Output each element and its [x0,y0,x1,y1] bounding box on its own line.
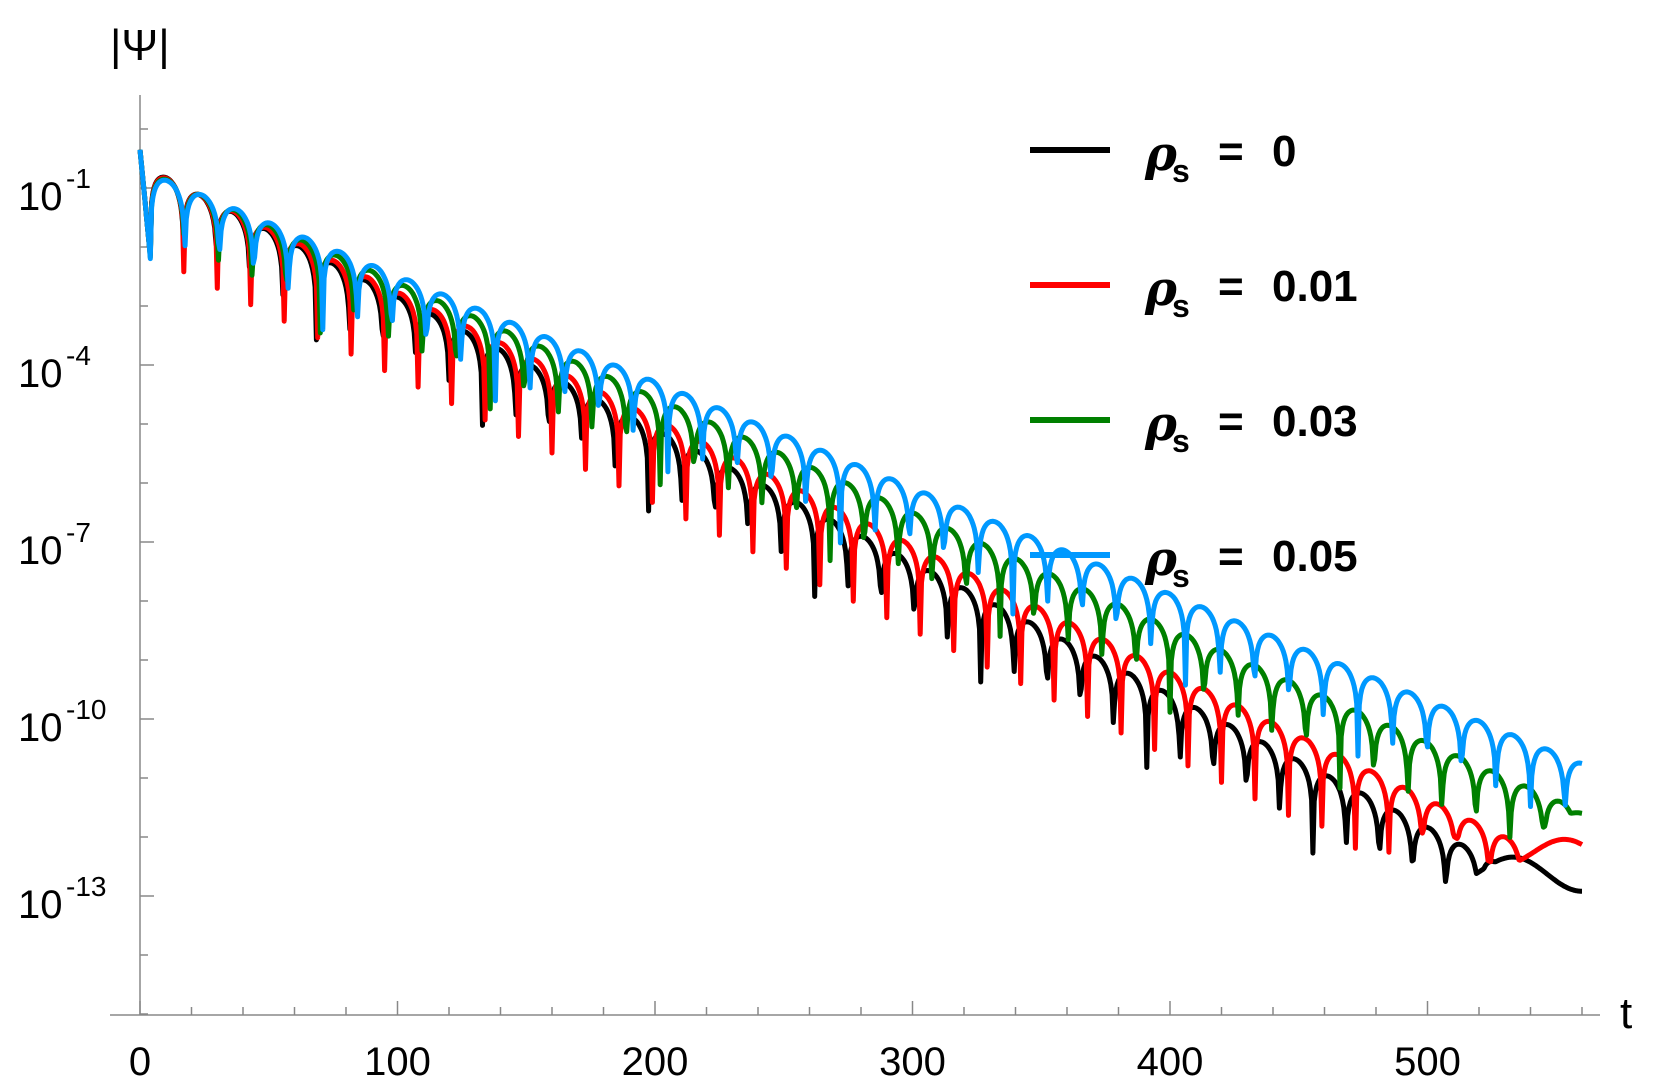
legend-separator: = [1218,127,1244,176]
y-tick-base: 10 [18,352,63,396]
legend-value: 0.03 [1272,397,1358,446]
y-tick-base: 10 [18,706,63,750]
legend-value: 0.05 [1272,532,1358,581]
x-tick-label: 100 [364,1040,431,1084]
x-tick-label: 300 [879,1040,946,1084]
y-tick-base: 10 [18,883,63,927]
x-tick-label: 400 [1137,1040,1204,1084]
y-tick-base: 10 [18,175,63,219]
x-tick-label: 0 [129,1040,151,1084]
y-tick-exponent: -1 [66,163,91,194]
legend-separator: = [1218,397,1244,446]
y-tick-base: 10 [18,529,63,573]
legend-symbol: ρ [1144,531,1178,587]
legend-separator: = [1218,262,1244,311]
legend-symbol: ρ [1144,126,1178,182]
y-tick-exponent: -4 [66,340,91,371]
series-line-3 [137,149,1584,809]
y-tick-label: 10 -7 [18,517,91,573]
legend-symbol: ρ [1144,396,1178,452]
y-tick-label: 10 -1 [18,163,91,219]
x-axis-title: t [1620,989,1632,1038]
series-line-2 [137,149,1584,840]
y-tick-exponent: -10 [66,694,106,725]
y-axis-title: |Ψ| [110,21,170,70]
legend-value: 0.01 [1272,262,1358,311]
legend-symbol: ρ [1144,261,1178,317]
y-tick-label: 10 -4 [18,340,91,396]
y-tick-label: 10 -13 [18,871,106,927]
y-tick-exponent: -13 [66,871,106,902]
x-tick-label: 500 [1394,1040,1461,1084]
legend-subscript: s [1172,423,1190,459]
legend-separator: = [1218,532,1244,581]
legend-subscript: s [1172,558,1190,594]
y-tick-exponent: -7 [66,517,91,548]
x-tick-label: 200 [622,1040,689,1084]
legend-subscript: s [1172,288,1190,324]
y-tick-label: 10 -10 [18,694,106,750]
legend-value: 0 [1272,127,1296,176]
series-layer [137,149,1584,894]
legend-subscript: s [1172,153,1190,189]
